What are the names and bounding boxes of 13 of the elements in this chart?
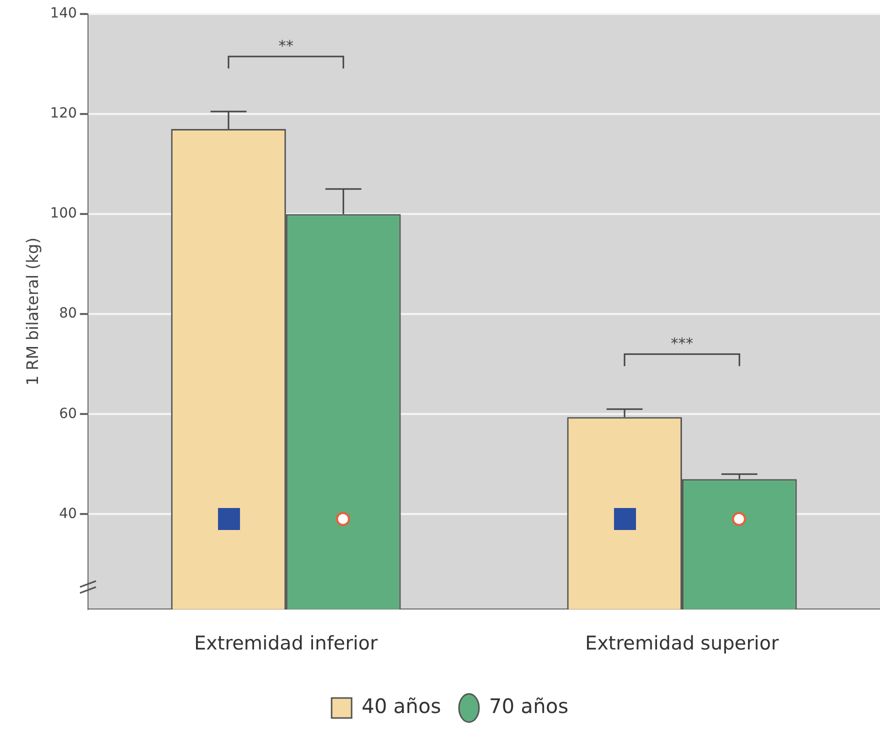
- x-tick-label: Extremidad inferior: [194, 632, 378, 655]
- y-tick-label: 140: [50, 6, 77, 22]
- x-tick-label: Extremidad superior: [585, 632, 779, 655]
- y-tick-label: 40: [59, 506, 77, 522]
- y-tick-label: 80: [59, 306, 77, 322]
- annotation: ***: [670, 334, 694, 353]
- legend-label: 40 años: [362, 694, 442, 718]
- legend-label: 70 años: [489, 694, 568, 718]
- y-tick-label: 120: [50, 106, 77, 122]
- annotation: **: [278, 36, 294, 55]
- y-axis-title: 1 RM bilateral (kg): [22, 238, 42, 386]
- y-tick-label: 100: [50, 206, 77, 222]
- y-tick-label: 60: [59, 406, 77, 422]
